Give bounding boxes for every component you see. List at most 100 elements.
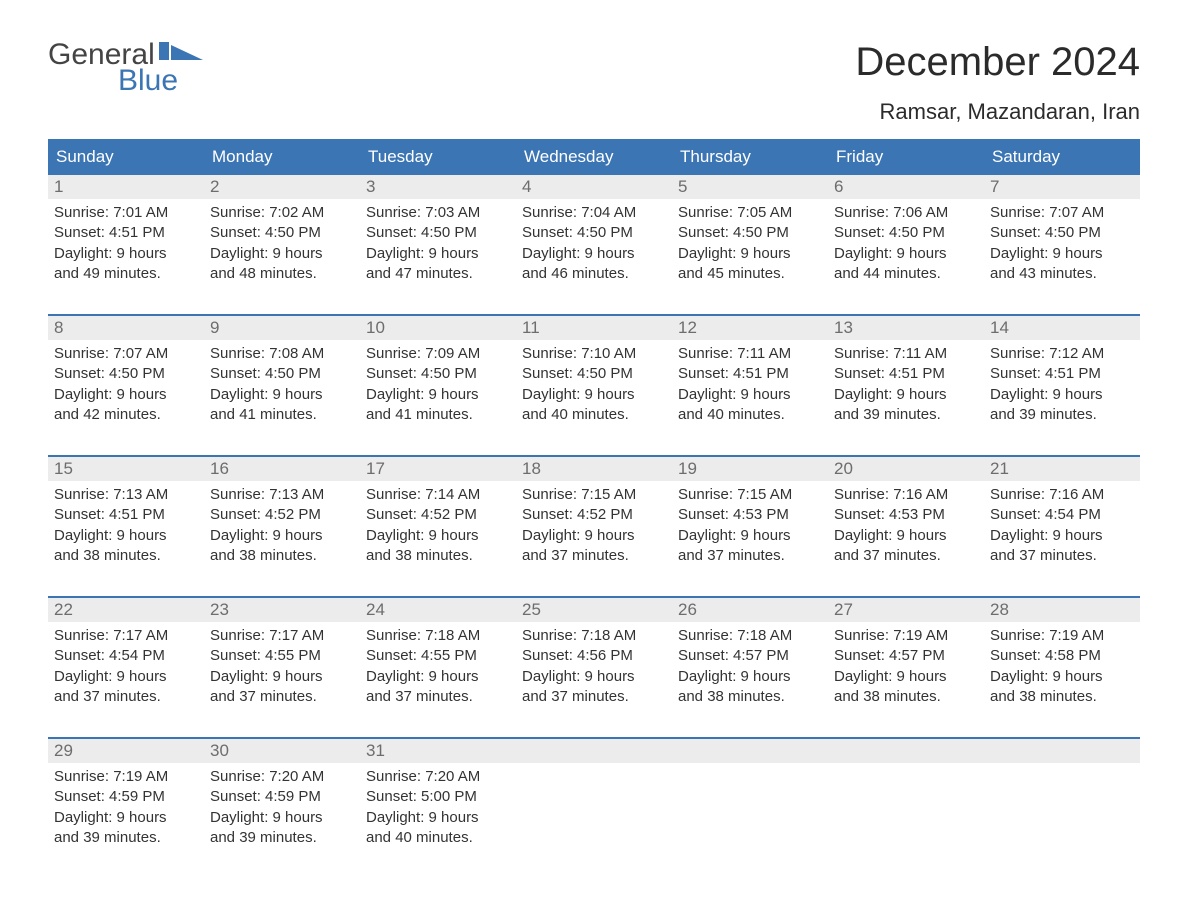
- day-number: 5: [672, 175, 828, 199]
- sunrise-text: Sunrise: 7:19 AM: [990, 626, 1134, 646]
- day-cell: Sunrise: 7:12 AMSunset: 4:51 PMDaylight:…: [984, 340, 1140, 455]
- sunrise-text: Sunrise: 7:08 AM: [210, 344, 354, 364]
- day-number: 3: [360, 175, 516, 199]
- daylight-line1: Daylight: 9 hours: [54, 244, 198, 264]
- daylight-line1: Daylight: 9 hours: [366, 385, 510, 405]
- day-header-friday: Friday: [828, 141, 984, 173]
- sunset-text: Sunset: 4:50 PM: [678, 223, 822, 243]
- daylight-line2: and 49 minutes.: [54, 264, 198, 284]
- day-cell: [516, 763, 672, 878]
- day-number: 23: [204, 598, 360, 622]
- day-body-row: Sunrise: 7:17 AMSunset: 4:54 PMDaylight:…: [48, 622, 1140, 737]
- day-number: 9: [204, 316, 360, 340]
- day-cell: Sunrise: 7:05 AMSunset: 4:50 PMDaylight:…: [672, 199, 828, 314]
- week-row: 293031Sunrise: 7:19 AMSunset: 4:59 PMDay…: [48, 737, 1140, 878]
- sunrise-text: Sunrise: 7:11 AM: [834, 344, 978, 364]
- sunset-text: Sunset: 4:50 PM: [522, 364, 666, 384]
- day-number: 12: [672, 316, 828, 340]
- day-cell: Sunrise: 7:06 AMSunset: 4:50 PMDaylight:…: [828, 199, 984, 314]
- daylight-line2: and 39 minutes.: [210, 828, 354, 848]
- month-title: December 2024: [855, 40, 1140, 85]
- day-number: 18: [516, 457, 672, 481]
- sunset-text: Sunset: 4:52 PM: [522, 505, 666, 525]
- day-cell: Sunrise: 7:11 AMSunset: 4:51 PMDaylight:…: [828, 340, 984, 455]
- daylight-line1: Daylight: 9 hours: [210, 385, 354, 405]
- day-number: 21: [984, 457, 1140, 481]
- day-number: [984, 739, 1140, 763]
- daylight-line2: and 37 minutes.: [834, 546, 978, 566]
- week-row: 891011121314 Sunrise: 7:07 AM Sunset: 4:50…: [48, 314, 1140, 455]
- daylight-line2: and 38 minutes.: [990, 687, 1134, 707]
- daylight-line1: Daylight: 9 hours: [366, 526, 510, 546]
- title-block: December 2024 Ramsar, Mazandaran, Iran: [855, 40, 1140, 125]
- sunset-text: Sunset: 5:00 PM: [366, 787, 510, 807]
- location-text: Ramsar, Mazandaran, Iran: [855, 99, 1140, 125]
- day-cell: Sunrise: 7:04 AMSunset: 4:50 PMDaylight:…: [516, 199, 672, 314]
- daylight-line1: Daylight: 9 hours: [678, 244, 822, 264]
- day-number: 15: [48, 457, 204, 481]
- day-cell: Sunrise: 7:19 AMSunset: 4:58 PMDaylight:…: [984, 622, 1140, 737]
- day-number: 25: [516, 598, 672, 622]
- sunrise-text: Sunrise: 7:18 AM: [522, 626, 666, 646]
- sunset-text: Sunset: 4:55 PM: [366, 646, 510, 666]
- day-cell: Sunrise: 7:17 AMSunset: 4:54 PMDaylight:…: [48, 622, 204, 737]
- day-number: 1: [48, 175, 204, 199]
- daylight-line1: Daylight: 9 hours: [210, 667, 354, 687]
- daylight-line2: and 38 minutes.: [54, 546, 198, 566]
- daylight-line2: and 37 minutes.: [522, 687, 666, 707]
- day-number: 17: [360, 457, 516, 481]
- sunrise-text: Sunrise: 7:10 AM: [522, 344, 666, 364]
- day-number: 31: [360, 739, 516, 763]
- daylight-line2: and 37 minutes.: [54, 687, 198, 707]
- sunset-text: Sunset: 4:50 PM: [210, 223, 354, 243]
- sunset-text: Sunset: 4:54 PM: [990, 505, 1134, 525]
- daylight-line2: and 38 minutes.: [366, 546, 510, 566]
- sunset-text: Sunset: 4:53 PM: [678, 505, 822, 525]
- daylight-line1: Daylight: 9 hours: [834, 526, 978, 546]
- sunrise-text: Sunrise: 7:16 AM: [834, 485, 978, 505]
- sunrise-text: Sunrise: 7:09 AM: [366, 344, 510, 364]
- day-body-row: Sunrise: 7:19 AMSunset: 4:59 PMDaylight:…: [48, 763, 1140, 878]
- day-number-row: 891011121314: [48, 316, 1140, 340]
- day-number: 10: [360, 316, 516, 340]
- daylight-line2: and 40 minutes.: [678, 405, 822, 425]
- daylight-line2: and 43 minutes.: [990, 264, 1134, 284]
- day-header-saturday: Saturday: [984, 141, 1140, 173]
- day-number-row: 293031: [48, 739, 1140, 763]
- sunset-text: Sunset: 4:57 PM: [678, 646, 822, 666]
- sunset-text: Sunset: 4:51 PM: [54, 223, 198, 243]
- day-number: 20: [828, 457, 984, 481]
- daylight-line2: and 48 minutes.: [210, 264, 354, 284]
- day-number: 16: [204, 457, 360, 481]
- sunrise-text: Sunrise: 7:07 AM: [54, 344, 198, 364]
- daylight-line1: Daylight: 9 hours: [54, 667, 198, 687]
- day-cell: Sunrise: 7:15 AMSunset: 4:52 PMDaylight:…: [516, 481, 672, 596]
- sunset-text: Sunset: 4:57 PM: [834, 646, 978, 666]
- daylight-line1: Daylight: 9 hours: [834, 667, 978, 687]
- daylight-line2: and 37 minutes.: [678, 546, 822, 566]
- daylight-line1: Daylight: 9 hours: [990, 244, 1134, 264]
- day-number: [672, 739, 828, 763]
- sunset-text: Sunset: 4:55 PM: [210, 646, 354, 666]
- day-cell: Sunrise: 7:15 AMSunset: 4:53 PMDaylight:…: [672, 481, 828, 596]
- daylight-line1: Daylight: 9 hours: [678, 526, 822, 546]
- daylight-line2: and 40 minutes.: [522, 405, 666, 425]
- daylight-line2: and 39 minutes.: [54, 828, 198, 848]
- day-cell: Sunrise: 7:16 AMSunset: 4:53 PMDaylight:…: [828, 481, 984, 596]
- day-number: 4: [516, 175, 672, 199]
- day-cell: Sunrise: 7:19 AMSunset: 4:57 PMDaylight:…: [828, 622, 984, 737]
- daylight-line1: Daylight: 9 hours: [54, 808, 198, 828]
- daylight-line2: and 46 minutes.: [522, 264, 666, 284]
- sunrise-text: Sunrise: 7:15 AM: [522, 485, 666, 505]
- sunset-text: Sunset: 4:51 PM: [678, 364, 822, 384]
- daylight-line2: and 42 minutes.: [54, 405, 198, 425]
- sunset-text: Sunset: 4:56 PM: [522, 646, 666, 666]
- header: General Blue December 2024 Ramsar, Mazan…: [48, 40, 1140, 125]
- day-number: [516, 739, 672, 763]
- sunrise-text: Sunrise: 7:19 AM: [54, 767, 198, 787]
- day-number: [828, 739, 984, 763]
- sunrise-text: Sunrise: 7:13 AM: [210, 485, 354, 505]
- day-cell: Sunrise: 7:13 AMSunset: 4:51 PMDaylight:…: [48, 481, 204, 596]
- daylight-line1: Daylight: 9 hours: [990, 667, 1134, 687]
- day-header-monday: Monday: [204, 141, 360, 173]
